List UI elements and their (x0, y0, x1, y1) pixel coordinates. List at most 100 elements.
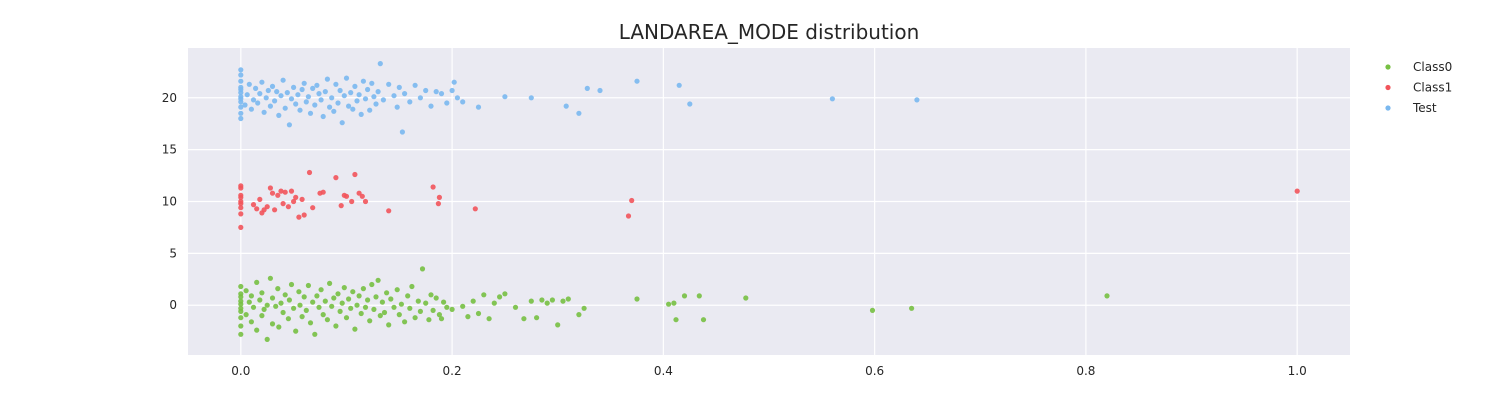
data-point (352, 326, 358, 332)
data-point (244, 92, 250, 98)
data-point (409, 283, 415, 290)
data-point (475, 310, 482, 317)
data-point (371, 306, 377, 312)
data-point (310, 299, 316, 305)
data-point (696, 293, 702, 299)
legend: Class0 Class1 Test (1385, 60, 1452, 115)
data-point (238, 224, 244, 230)
data-point (472, 206, 478, 212)
data-point (329, 303, 335, 309)
data-point (676, 82, 682, 88)
data-point (423, 87, 429, 94)
data-point (405, 293, 411, 299)
data-point (254, 206, 260, 212)
chart-title: LANDAREA_MODE distribution (619, 20, 920, 44)
data-point (454, 95, 460, 101)
data-point (276, 112, 282, 118)
data-point (303, 99, 309, 105)
data-point (343, 193, 350, 199)
data-point (435, 201, 441, 207)
data-point (350, 106, 356, 112)
legend-label: Class1 (1413, 81, 1452, 95)
data-point (248, 293, 254, 299)
data-point (356, 293, 362, 299)
data-point (243, 288, 249, 294)
data-point (470, 298, 476, 304)
data-point (358, 310, 364, 317)
data-point (238, 308, 244, 314)
data-point (380, 97, 386, 103)
data-point (306, 169, 313, 176)
data-point (284, 90, 290, 96)
data-point (367, 318, 373, 324)
data-point (295, 92, 301, 98)
data-point (238, 183, 244, 189)
data-point (291, 305, 297, 311)
data-point (337, 308, 343, 314)
data-point (343, 75, 350, 81)
data-point (349, 198, 355, 205)
data-point (465, 314, 471, 320)
data-point (909, 305, 915, 311)
data-point (417, 308, 423, 314)
data-point (282, 292, 288, 298)
data-point (257, 91, 263, 97)
data-point (267, 185, 273, 191)
data-point (428, 292, 434, 298)
data-point (299, 196, 305, 202)
data-point (352, 83, 358, 89)
data-point (365, 297, 371, 303)
data-point (301, 294, 307, 300)
data-point (305, 94, 311, 100)
data-point (318, 287, 324, 293)
data-point (343, 315, 350, 321)
data-point (254, 279, 260, 285)
legend-marker (1385, 64, 1391, 70)
data-point (362, 96, 369, 102)
data-point (259, 79, 265, 85)
data-point (671, 300, 677, 306)
data-point (331, 108, 337, 114)
data-point (327, 280, 333, 286)
data-point (441, 299, 447, 305)
data-point (394, 104, 400, 110)
x-tick-label: 0.2 (443, 364, 462, 378)
data-point (436, 194, 442, 200)
data-point (502, 94, 508, 100)
legend-marker (1385, 105, 1391, 111)
data-point (576, 312, 582, 318)
data-point (285, 204, 291, 210)
data-point (278, 188, 284, 194)
data-point (394, 287, 400, 293)
data-point (396, 312, 402, 318)
x-tick-label: 1.0 (1288, 364, 1307, 378)
data-point (398, 301, 404, 307)
data-point (362, 304, 369, 310)
data-point (335, 291, 341, 297)
data-point (544, 300, 550, 306)
data-point (320, 312, 326, 318)
data-point (303, 307, 309, 313)
data-point (367, 107, 373, 113)
legend-label: Class0 (1413, 60, 1452, 74)
data-point (460, 99, 466, 105)
x-tick-label: 0.4 (654, 364, 673, 378)
data-point (293, 101, 299, 107)
data-point (426, 317, 432, 323)
data-point (238, 104, 244, 110)
data-point (381, 309, 388, 316)
data-point (282, 189, 288, 195)
data-point (272, 207, 278, 213)
data-point (291, 84, 297, 90)
data-point (238, 96, 244, 102)
data-point (354, 98, 360, 104)
data-points (238, 61, 1300, 342)
data-point (338, 203, 344, 209)
data-point (264, 302, 270, 308)
data-point (320, 113, 326, 120)
data-point (278, 93, 284, 99)
data-point (407, 305, 413, 311)
data-point (255, 100, 261, 106)
data-point (238, 115, 244, 122)
data-point (384, 290, 390, 296)
